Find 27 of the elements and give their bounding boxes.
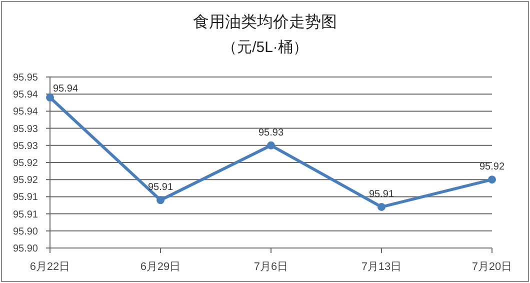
y-tick-label: 95.93	[12, 140, 38, 152]
point	[156, 196, 164, 204]
subtitle: （元/5L·桶）	[222, 39, 308, 56]
x-tick-label: 6月22日	[30, 261, 70, 273]
y-tick-label: 95.93	[12, 124, 38, 135]
point	[488, 176, 496, 184]
x-tick-label: 7月20日	[472, 261, 512, 273]
y-tick-label: 95.94	[12, 90, 38, 101]
x-tick-label: 7月6日	[254, 261, 288, 273]
y-tick-label: 95.94	[12, 106, 38, 118]
title: 食用油类均价走势图	[193, 14, 337, 31]
y-tick-label: 95.91	[12, 209, 38, 220]
y-tick-label: 95.90	[12, 244, 38, 254]
data-label: 95.94	[53, 84, 78, 95]
data-label: 95.91	[148, 182, 174, 194]
y-tick-label: 95.92	[12, 158, 38, 169]
y-tick-label: 95.95	[12, 72, 38, 84]
y-tick-label: 95.92	[12, 175, 38, 186]
x-tick-label: 7月13日	[361, 261, 402, 273]
data-label: 95.92	[479, 162, 505, 173]
point	[378, 202, 386, 211]
x-tick-label: 6月29日	[140, 261, 181, 273]
data-label: 95.93	[258, 127, 284, 138]
point	[267, 141, 275, 150]
y-tick-label: 95.90	[12, 226, 38, 238]
point	[46, 94, 54, 102]
y-tick-label: 95.91	[12, 192, 38, 204]
